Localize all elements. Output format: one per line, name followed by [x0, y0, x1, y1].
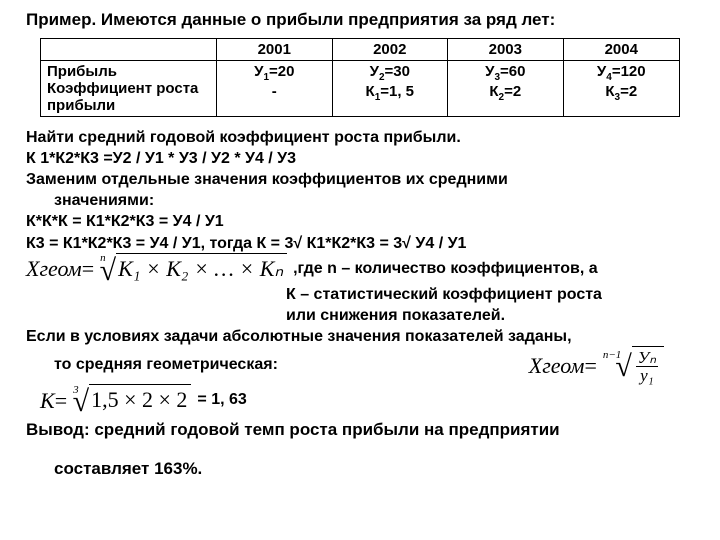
cell-2001: У1=20 -: [217, 61, 333, 117]
cell-2002: У2=30 К1=1, 5: [332, 61, 448, 117]
formula-row-3: K = 3 √ 1,5 × 2 × 2 = 1, 63: [26, 385, 694, 415]
cell-2003: У3=60 К2=2: [448, 61, 564, 117]
line-2: К 1*К2*К3 =У2 / У1 * У3 / У2 * У4 / У3: [26, 148, 694, 169]
formula-xgeom-frac: Xгеом = n−1 √ Уₙ у₁: [529, 347, 664, 383]
formula-row-1: Xгеом = n √ К₁ × К₂ × … × Кₙ ,где n – ко…: [26, 254, 694, 284]
th-2003: 2003: [448, 39, 564, 61]
conclusion-1: Вывод: средний годовой темп роста прибыл…: [26, 419, 694, 441]
formula-xgeom: Xгеом = n √ К₁ × К₂ × … × Кₙ: [26, 254, 287, 284]
row-labels: ПрибыльКоэффициент роста прибыли: [41, 61, 217, 117]
eq-163: = 1, 63: [197, 389, 246, 410]
th-empty: [41, 39, 217, 61]
formula-desc-1: ,где n – количество коэффициентов, а: [293, 258, 598, 279]
th-2002: 2002: [332, 39, 448, 61]
line-1: Найти средний годовой коэффициент роста …: [26, 127, 694, 148]
page-title: Пример. Имеются данные о прибыли предпри…: [26, 10, 694, 30]
th-2004: 2004: [563, 39, 679, 61]
data-table: 2001 2002 2003 2004 ПрибыльКоэффициент р…: [40, 38, 680, 117]
line-6a: Если в условиях задачи абсолютные значен…: [26, 326, 694, 347]
line-6b: то средняя геометрическая:: [26, 354, 278, 375]
cell-2004: У4=120 К3=2: [563, 61, 679, 117]
conclusion-2: составляет 163%.: [26, 458, 694, 480]
formula-row-2: то средняя геометрическая: Xгеом = n−1 √…: [26, 347, 694, 383]
body-text: Найти средний годовой коэффициент роста …: [26, 127, 694, 481]
line-4: К*К*К = К1*К2*К3 = У4 / У1: [26, 211, 694, 232]
line-5: К3 = К1*К2*К3 = У4 / У1, тогда К = 3√ К1…: [26, 233, 694, 254]
formula-k: K = 3 √ 1,5 × 2 × 2: [40, 385, 191, 415]
line-3a: Заменим отдельные значения коэффициентов…: [26, 169, 694, 190]
th-2001: 2001: [217, 39, 333, 61]
formula-desc-2: К – статистический коэффициент роста: [26, 284, 694, 305]
line-3b: значениями:: [26, 190, 694, 211]
formula-desc-3: или снижения показателей.: [26, 305, 694, 326]
